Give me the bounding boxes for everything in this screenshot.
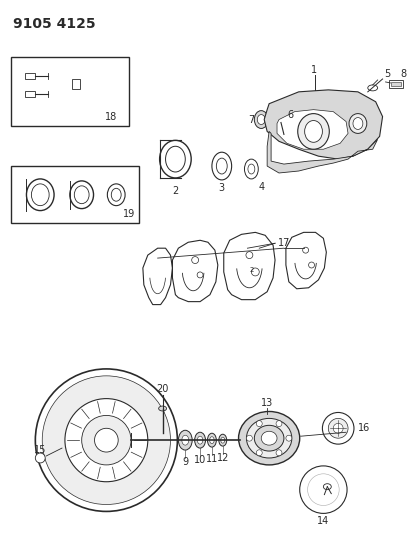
Bar	[391, 82, 401, 86]
Text: 20: 20	[157, 384, 169, 394]
Text: 1: 1	[312, 65, 318, 75]
Ellipse shape	[248, 164, 255, 174]
Text: 3: 3	[219, 183, 225, 193]
Text: 12: 12	[217, 453, 229, 463]
Polygon shape	[264, 90, 383, 159]
Text: 9105 4125: 9105 4125	[13, 17, 95, 30]
Ellipse shape	[182, 435, 189, 445]
Circle shape	[35, 453, 45, 463]
Ellipse shape	[107, 184, 125, 206]
Bar	[11, 166, 139, 223]
Ellipse shape	[70, 181, 94, 208]
Ellipse shape	[208, 433, 216, 447]
Text: 11: 11	[206, 454, 218, 464]
Ellipse shape	[26, 179, 54, 211]
Ellipse shape	[74, 186, 89, 204]
Text: 4: 4	[258, 182, 264, 192]
Circle shape	[192, 256, 199, 263]
Ellipse shape	[221, 437, 225, 443]
Ellipse shape	[210, 437, 214, 443]
Circle shape	[246, 252, 253, 259]
Polygon shape	[267, 132, 378, 173]
Ellipse shape	[247, 418, 292, 458]
Text: 6: 6	[288, 110, 294, 119]
Polygon shape	[277, 110, 348, 149]
Bar	[390, 80, 403, 88]
Bar	[25, 91, 35, 97]
Circle shape	[256, 450, 262, 456]
Text: 19: 19	[123, 208, 135, 219]
Text: 2: 2	[249, 267, 254, 273]
Circle shape	[247, 435, 252, 441]
Bar	[72, 79, 80, 89]
Bar	[11, 57, 129, 126]
Ellipse shape	[368, 85, 378, 91]
Circle shape	[82, 415, 131, 465]
Circle shape	[95, 429, 118, 452]
Polygon shape	[286, 232, 326, 289]
Ellipse shape	[261, 431, 277, 445]
Text: 15: 15	[34, 445, 46, 455]
Circle shape	[42, 376, 171, 505]
Ellipse shape	[323, 484, 331, 490]
Text: 10: 10	[194, 455, 206, 465]
Ellipse shape	[111, 188, 121, 201]
Circle shape	[333, 423, 343, 433]
Circle shape	[276, 421, 282, 426]
Ellipse shape	[219, 434, 227, 446]
Circle shape	[35, 369, 178, 512]
Circle shape	[302, 247, 309, 253]
Polygon shape	[173, 240, 218, 302]
Ellipse shape	[216, 158, 227, 174]
Ellipse shape	[305, 120, 322, 142]
Ellipse shape	[159, 140, 191, 178]
Circle shape	[197, 272, 203, 278]
Circle shape	[328, 418, 348, 438]
Text: 17: 17	[278, 238, 290, 248]
Ellipse shape	[212, 152, 232, 180]
Ellipse shape	[195, 432, 206, 448]
Polygon shape	[143, 248, 173, 304]
Text: 16: 16	[358, 423, 370, 433]
Circle shape	[322, 413, 354, 444]
Ellipse shape	[245, 159, 258, 179]
Ellipse shape	[254, 111, 268, 128]
Ellipse shape	[159, 406, 166, 411]
Ellipse shape	[197, 436, 203, 444]
Text: 13: 13	[261, 398, 273, 408]
Circle shape	[256, 421, 262, 426]
Ellipse shape	[257, 115, 265, 125]
Text: 2: 2	[172, 186, 178, 196]
Ellipse shape	[166, 146, 185, 172]
Polygon shape	[224, 232, 275, 300]
Text: 9: 9	[182, 457, 188, 467]
Ellipse shape	[178, 430, 192, 450]
Text: 14: 14	[317, 516, 330, 526]
Bar	[25, 73, 35, 79]
Text: 8: 8	[400, 69, 406, 79]
Circle shape	[286, 435, 292, 441]
Circle shape	[300, 466, 347, 513]
Text: 7: 7	[248, 115, 254, 125]
Ellipse shape	[276, 111, 286, 123]
Circle shape	[307, 474, 339, 505]
Text: 18: 18	[105, 111, 118, 122]
Ellipse shape	[298, 114, 329, 149]
Ellipse shape	[31, 184, 49, 206]
Ellipse shape	[254, 425, 284, 451]
Circle shape	[276, 450, 282, 456]
Ellipse shape	[353, 118, 363, 130]
Ellipse shape	[238, 411, 300, 465]
Ellipse shape	[349, 114, 367, 133]
Text: 5: 5	[384, 69, 390, 79]
Circle shape	[309, 262, 314, 268]
Circle shape	[65, 399, 148, 482]
Circle shape	[252, 268, 259, 276]
